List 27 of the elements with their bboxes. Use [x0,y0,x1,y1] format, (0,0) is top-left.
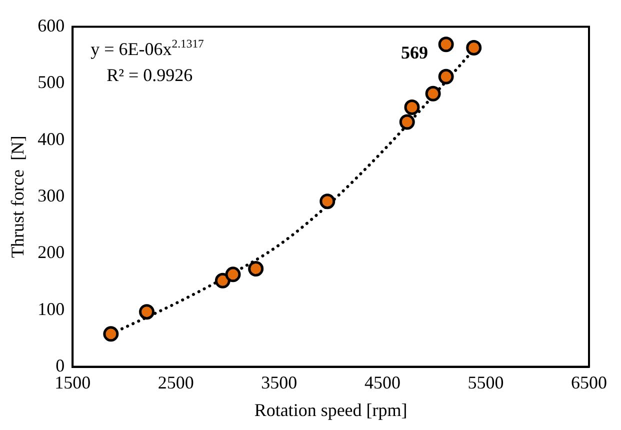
x-tick-label: 4500 [364,372,400,392]
point [466,40,482,56]
point [103,326,119,342]
point [139,304,155,320]
point [399,114,415,130]
y-tick-label: 200 [38,242,65,262]
x-tick-label: 3500 [261,372,298,392]
point [438,68,454,84]
point [214,272,230,288]
point [225,266,241,282]
x-tick-label: 6500 [571,372,607,392]
point [425,86,441,102]
x-tick-label: 2500 [158,372,194,392]
y-tick-label: 100 [38,298,65,319]
point [248,261,264,277]
point [438,36,454,52]
point [320,194,336,210]
point [404,100,420,116]
y-tick-label: 500 [38,72,65,92]
annotation: R² = 0.9926 [106,64,193,85]
x-tick-label: 5500 [468,372,504,392]
annotation: 569 [401,42,428,62]
y-tick-label: 400 [38,128,65,149]
y-tick-label: 300 [38,186,65,206]
y-axis-title: Thrust force [N] [8,136,28,258]
x-axis-title: Rotation speed [rpm] [254,400,408,420]
y-tick-label: 600 [38,16,65,36]
